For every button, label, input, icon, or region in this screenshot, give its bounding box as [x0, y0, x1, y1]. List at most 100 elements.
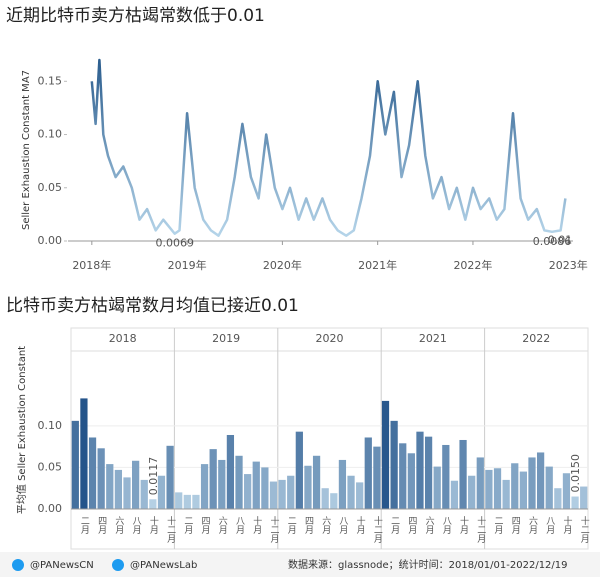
- bar: [468, 475, 476, 509]
- bar: [580, 486, 588, 509]
- bar: [442, 444, 450, 509]
- annotation: 0.0086: [533, 235, 572, 248]
- footer-handle: @PANewsCN: [30, 560, 94, 571]
- plot-frame: [70, 327, 589, 550]
- bar: [347, 475, 355, 509]
- x-tick-label: 2023年: [549, 258, 588, 272]
- bar: [511, 463, 519, 509]
- bar: [140, 479, 148, 509]
- x-tick-label: 六月: [424, 515, 435, 535]
- bar: [114, 469, 123, 509]
- x-tick-label: 二月: [79, 516, 90, 535]
- bar: [424, 436, 433, 509]
- x-tick-label: 2020年: [263, 258, 302, 272]
- x-tick-label: 十月: [458, 515, 469, 535]
- bar: [485, 469, 493, 509]
- annotation: 0.01: [548, 233, 573, 246]
- x-tick-label: 十月: [561, 515, 572, 535]
- bar: [407, 453, 415, 509]
- bar: [88, 437, 97, 509]
- x-tick-label: 十二月: [372, 515, 383, 544]
- value-label: 0.0117: [147, 457, 160, 496]
- bar: [183, 494, 191, 509]
- bar: [459, 439, 467, 509]
- y-tick-label: 0.10: [38, 419, 63, 432]
- x-tick-label: 十二月: [475, 515, 486, 544]
- chart-title: 比特币卖方枯竭常数月均值已接近0.01: [6, 296, 299, 316]
- y-tick-label: 0.10: [38, 128, 63, 141]
- bar: [562, 473, 571, 509]
- bar: [545, 466, 553, 509]
- y-tick-label: 0.15: [38, 74, 63, 87]
- y-tick-label: 0.05: [38, 460, 63, 473]
- bar: [218, 459, 226, 509]
- x-tick-label: 十月: [251, 515, 262, 535]
- x-tick-label: 六月: [527, 515, 538, 535]
- bar: [157, 475, 166, 509]
- x-tick-label: 八月: [441, 516, 452, 535]
- bar: [493, 468, 502, 509]
- x-tick-label: 六月: [320, 515, 331, 535]
- bar: [252, 461, 260, 509]
- x-tick-label: 四月: [303, 516, 314, 535]
- y-axis-title: 平均值 Seller Exhaustion Constant: [15, 346, 28, 514]
- bar: [226, 434, 235, 509]
- bar: [450, 480, 459, 509]
- bar: [554, 488, 562, 509]
- line: [90, 58, 567, 237]
- x-tick-label: 八月: [131, 516, 142, 535]
- x-tick-label: 八月: [234, 516, 245, 535]
- bar: [364, 437, 372, 509]
- annotation: 0.0069: [155, 237, 194, 250]
- bar: [71, 420, 79, 509]
- bar: [200, 464, 209, 509]
- footer-source: 数据来源：glassnode；统计时间：2018/01/01-2022/12/1…: [288, 558, 568, 571]
- x-tick-label: 十二月: [165, 515, 176, 544]
- bar: [295, 431, 303, 509]
- x-tick-label: 2019年: [168, 258, 207, 272]
- bar: [80, 398, 88, 509]
- x-tick-label: 十二月: [268, 515, 279, 544]
- bar: [192, 494, 200, 509]
- bar: [433, 466, 441, 509]
- y-tick-label: 0.00: [38, 502, 63, 515]
- x-tick-label: 二月: [286, 516, 297, 535]
- x-tick-label: 十月: [148, 515, 159, 535]
- group-label: 2019: [212, 332, 240, 345]
- x-tick-label: 六月: [217, 515, 228, 535]
- bar: [166, 445, 174, 509]
- bar: [269, 481, 278, 509]
- x-tick-label: 四月: [510, 516, 521, 535]
- x-tick-label: 十二月: [579, 515, 590, 544]
- bar: [519, 471, 527, 509]
- bar: [235, 455, 243, 509]
- footer-bar: [0, 552, 600, 577]
- bar: [278, 479, 286, 509]
- x-tick-label: 六月: [113, 515, 124, 535]
- bar: [149, 499, 157, 509]
- bar: [304, 465, 312, 509]
- x-tick-label: 八月: [544, 516, 555, 535]
- bar: [416, 431, 424, 509]
- bar: [287, 475, 295, 509]
- bar: [123, 477, 131, 509]
- bar: [106, 464, 114, 509]
- bar: [338, 459, 347, 509]
- bar: [97, 448, 105, 509]
- chart-title: 近期比特币卖方枯竭常数低于0.01: [6, 6, 265, 26]
- twitter-icon: [12, 559, 24, 571]
- bar: [390, 420, 398, 509]
- bar: [373, 446, 381, 509]
- x-tick-label: 四月: [96, 516, 107, 535]
- x-tick-label: 八月: [337, 516, 348, 535]
- x-tick-label: 2021年: [358, 258, 397, 272]
- bar: [261, 467, 269, 509]
- bar: [399, 443, 407, 509]
- group-label: 2022: [522, 332, 550, 345]
- twitter-icon: [112, 559, 124, 571]
- value-label: 0.0150: [569, 454, 582, 493]
- bar: [502, 479, 510, 509]
- bar: [209, 449, 217, 509]
- bar: [321, 488, 329, 509]
